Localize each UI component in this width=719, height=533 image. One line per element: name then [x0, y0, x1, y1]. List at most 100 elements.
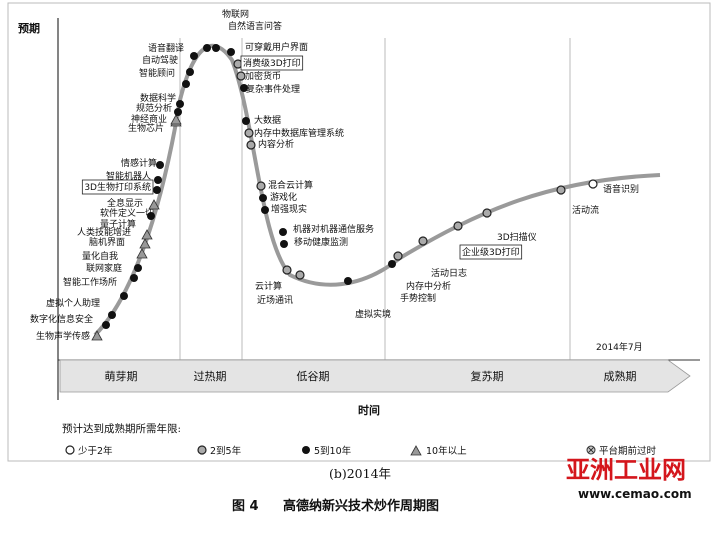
- tech-36-label: 近场通讯: [257, 294, 293, 306]
- tech-7-marker: [139, 238, 151, 249]
- tech-24-label: 消费级3D打印: [243, 57, 301, 69]
- tech-20-marker: [190, 52, 198, 60]
- tech-38-marker: [388, 260, 396, 268]
- figure-number: 图 4: [232, 499, 259, 514]
- tech-6-label: 脑机界面: [89, 236, 125, 248]
- tech-18-label: 智能顾问: [139, 67, 175, 79]
- tech-10-marker: [148, 199, 160, 210]
- tech-42-marker: [482, 208, 492, 218]
- tech-19-marker: [186, 68, 194, 76]
- tech-22-marker: [212, 44, 220, 52]
- tech-9-marker: [147, 212, 155, 220]
- tech-44-label: 语音识别: [603, 183, 639, 195]
- x-axis-label: 时间: [358, 403, 380, 417]
- tech-6-marker: [136, 248, 148, 259]
- tech-40-label: 活动日志: [431, 267, 467, 279]
- tech-31-label: 游戏化: [270, 191, 297, 203]
- tech-29-marker: [246, 140, 256, 150]
- time-arrow: [59, 359, 691, 393]
- legend-marker-5to10: [302, 446, 310, 454]
- tech-36-marker: [295, 270, 305, 280]
- y-axis-label: 预期: [18, 21, 40, 35]
- tech-8-marker: [141, 229, 153, 240]
- tech-38-label: 手势控制: [400, 292, 436, 304]
- tech-43-marker: [556, 185, 566, 195]
- tech-34-label: 移动健康监测: [294, 236, 348, 248]
- tech-41-label-box: [459, 244, 523, 260]
- tech-2-label: 虚拟个人助理: [46, 297, 100, 309]
- subcaption: (b)2014年: [329, 466, 391, 481]
- tech-15-marker: [170, 114, 182, 125]
- tech-39-marker: [393, 251, 403, 261]
- tech-30-marker: [256, 181, 266, 191]
- phase-label: 低谷期: [297, 370, 330, 383]
- legend-marker-lt2: [65, 445, 75, 455]
- tech-30-label: 混合云计算: [268, 179, 313, 191]
- tech-39-label: 内存中分析: [406, 280, 451, 292]
- tech-25-label: 加密货币: [245, 70, 281, 82]
- legend-label: 平台期前过时: [599, 445, 657, 457]
- tech-5-label: 量化自我: [82, 250, 118, 262]
- tech-32-marker: [261, 206, 269, 214]
- phase-label: 过热期: [194, 370, 227, 383]
- tech-18-marker: [182, 80, 190, 88]
- legend-title: 预计达到成熟期所需年限:: [62, 422, 181, 435]
- tech-35-marker: [282, 265, 292, 275]
- tech-4-label: 联网家庭: [86, 262, 122, 274]
- date-note: 2014年7月: [596, 341, 643, 353]
- tech-21-marker: [203, 44, 211, 52]
- phase-label: 复苏期: [471, 369, 504, 383]
- phase-dividers: [179, 38, 571, 392]
- tech-16-label: 规范分析: [136, 102, 172, 114]
- tech-19-label: 自动驾驶: [142, 54, 178, 66]
- tech-9-label: 软件定义一切: [100, 207, 154, 219]
- tech-27-label: 大数据: [254, 114, 281, 126]
- tech-14-label: 生物芯片: [128, 122, 164, 134]
- tech-26-marker: [240, 84, 248, 92]
- legend-label: 2到5年: [210, 445, 242, 457]
- legend: 预计达到成熟期所需年限: 少于2年 2到5年 5到10年 10年以上 平台期前过…: [62, 422, 657, 457]
- tech-22-label: 自然语言问答: [228, 20, 282, 32]
- tech-44-marker: [588, 179, 598, 189]
- tech-16-marker: [174, 108, 182, 116]
- tech-13-label: 情感计算: [121, 157, 157, 169]
- data-points: [91, 44, 598, 341]
- tech-0-marker: [91, 330, 103, 341]
- tech-32-label: 增强现实: [271, 203, 307, 215]
- tech-37-marker: [344, 277, 352, 285]
- legend-label: 少于2年: [78, 445, 113, 457]
- tech-29-label: 内容分析: [258, 138, 294, 150]
- tech-24-label-box: [240, 55, 304, 71]
- tech-1-marker: [102, 321, 110, 329]
- tech-8-label: 量子计算: [100, 218, 136, 230]
- legend-label: 10年以上: [426, 445, 467, 457]
- tech-17-marker: [176, 100, 184, 108]
- tech-12-label: 智能机器人: [106, 170, 151, 182]
- tech-40-marker: [418, 236, 428, 246]
- watermark-brand: 亚洲工业网: [566, 456, 686, 484]
- tech-11-marker: [153, 186, 161, 194]
- tech-11-label: 3D生物打印系统: [84, 181, 151, 193]
- legend-marker-obsolete: [586, 445, 596, 455]
- tech-23-label: 可穿戴用户界面: [245, 41, 308, 53]
- tech-41-marker: [453, 221, 463, 231]
- tech-12-marker: [154, 176, 162, 184]
- tech-27-marker: [242, 117, 250, 125]
- legend-marker-2to5: [197, 445, 207, 455]
- tech-28-label: 内存中数据库管理系统: [254, 127, 344, 139]
- figure-frame: [7, 2, 711, 462]
- tech-21-label: 物联网: [222, 8, 249, 20]
- tech-37-label: 虚拟实境: [355, 308, 391, 320]
- tech-34-marker: [280, 240, 288, 248]
- phase-label: 萌芽期: [105, 369, 138, 383]
- tech-3-marker: [120, 292, 128, 300]
- tech-42-label: 3D扫描仪: [497, 231, 537, 243]
- tech-31-marker: [259, 194, 267, 202]
- tech-0-label: 生物声学传感: [36, 330, 90, 342]
- chart-title: 高德纳新兴技术炒作周期图: [283, 498, 439, 514]
- tech-43-label: 活动流: [572, 204, 599, 216]
- tech-33-marker: [279, 228, 287, 236]
- tech-3-label: 智能工作场所: [63, 276, 117, 288]
